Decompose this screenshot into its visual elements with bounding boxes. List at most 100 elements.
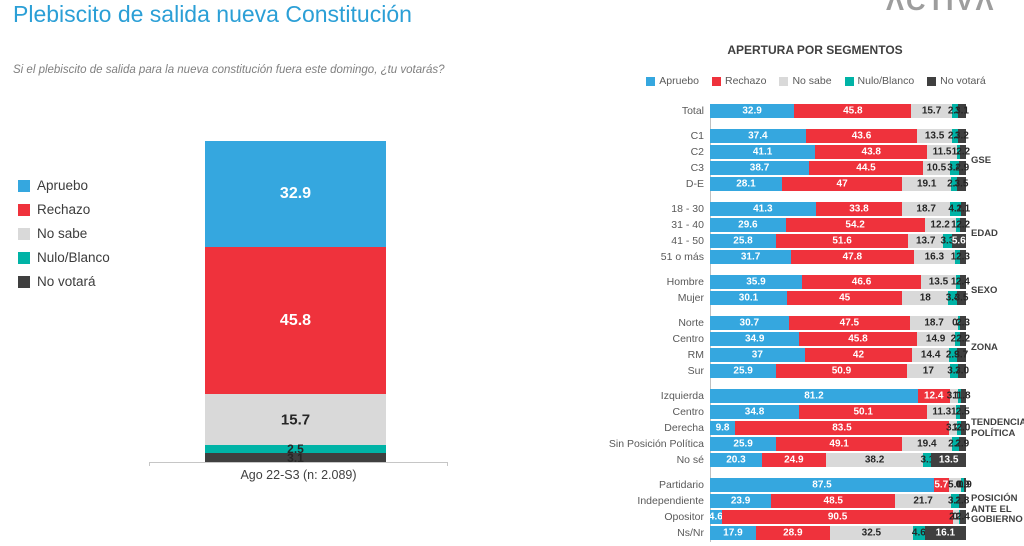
segment-value-label: 47.5 [839,317,860,329]
row-c1: C1 37.4 43.6 13.5 2.3 3.2 [626,129,969,143]
segment-value-label: 3.2 [947,365,962,377]
segment-nulo-blanco: 3.1 [920,453,934,467]
row-label: 41 - 50 [626,235,710,247]
row-partidario: Partidario 87.5 5.7 5.0 0.9 0.9 [626,478,972,492]
segment-nulo-blanco: 0.9 [956,478,969,492]
segment-value-label: 4.6 [708,511,723,523]
segment-no-sabe: 16.3 [913,250,956,264]
row-label-text: D-E [685,178,704,190]
row-label: Partidario [626,479,710,491]
segment-value-label: 1.5 [951,422,966,434]
segment-no-sabe: 18.7 [910,316,959,330]
group-rows: C1 37.4 43.6 13.5 2.3 3.2 C2 41.1 43.8 11.5 1.4 2.2… [626,129,970,193]
group-label-tendencia-politica: TENDENCIA POLÍTICA [971,417,1024,439]
segment-rechazo: 42 [804,348,913,362]
segment-value-label: 34.9 [744,333,765,345]
segment-value-label: 43.6 [851,130,872,142]
segment-no-sabe: 13.7 [908,234,944,248]
legend-item-apruebo: Apruebo [18,178,110,193]
segment-apruebo: 37.4 [710,129,806,143]
segment-value-label: 20.3 [726,454,746,466]
segment-value-label: 48.5 [823,495,843,507]
segment-apruebo: 25.8 [710,234,777,248]
segment-nulo-blanco: 2.7 [948,437,962,451]
segment-value-label: 1.9 [950,251,965,263]
segment-apruebo: 81.2 [710,389,918,403]
segment-value-label: 3.1 [287,450,304,465]
row-label: Sur [626,365,710,377]
row-bars: 25.8 51.6 13.7 3.3 5.6 [710,234,966,248]
segment-value-label: 19.4 [917,438,937,450]
group-total: Total 32.9 45.8 15.7 2.5 3.1 [626,104,1024,120]
segment-apruebo: 34.9 [710,332,800,346]
row-bars: 30.7 47.5 18.7 0.8 2.3 [710,316,970,330]
segment-value-label: 2.8 [955,495,970,507]
segment-value-label: 45.8 [279,311,312,329]
segment-value-label: 38.2 [864,454,885,466]
group-label-sexo: SEXO [971,284,998,296]
segment-apruebo: 20.3 [710,453,762,467]
segment-rechazo: 50.9 [776,364,907,378]
segment-value-label: 38.7 [749,162,770,174]
segment-no-sabe: 17 [906,364,951,378]
segment-value-label: 1.3 [950,406,965,418]
segments-chart-title: APERTURA POR SEGMENTOS [727,43,903,57]
segment-no-sabe: 14.9 [916,332,955,346]
segment-rechazo: 90.5 [721,510,954,524]
segment-no-votara: 3.5 [954,291,969,305]
segment-nulo-blanco: 1.6 [951,275,965,289]
segment-rechazo: 45.8 [799,332,917,346]
segment-nulo-blanco: 0.4 [952,510,966,524]
segment-rechazo: 83.5 [735,421,949,435]
row-bars: 38.7 44.5 10.5 3.4 2.9 [710,161,969,175]
segment-rechazo: 50.1 [799,405,928,419]
segment-apruebo: 31.7 [710,250,792,264]
legend-item-rechazo: Rechazo [18,202,110,217]
segment-value-label: 12.4 [923,390,944,402]
segment-rechazo: 24.9 [761,453,826,467]
segment-value-label: 15.7 [280,411,311,429]
row-label: C3 [626,162,710,174]
legend-label: Rechazo [37,202,91,217]
segment-value-label: 2.9 [955,438,970,450]
segments-chart: Total 32.9 45.8 15.7 2.5 3.1 C1 37.4 43.6 13.5 2.3… [609,104,1024,542]
segment-value-label: 5.0 [948,479,962,491]
segment-no-votara: 2.0 [956,421,970,435]
segment-no-sabe: 21.7 [895,494,951,508]
segment-nulo-blanco: 0.8 [952,316,966,330]
row-c2: C2 41.1 43.8 11.5 1.4 2.2 [626,145,970,159]
segment-nulo-blanco: 2.3 [947,177,961,191]
row-bars: 23.9 48.5 21.7 3.1 2.8 [710,494,970,508]
segment-value-label: 2.4 [955,276,970,288]
segment-value-label: 87.5 [812,479,832,491]
segment-value-label: 1.8 [951,219,965,231]
row-label-text: Opositor [664,511,704,523]
legend-label: No votará [37,274,96,289]
row-41-50: 41 - 50 25.8 51.6 13.7 3.3 5.6 [626,234,966,248]
segment-no-votara: 0.9 [958,478,972,492]
segment-value-label: 14.9 [925,333,946,345]
row-norte: Norte 30.7 47.5 18.7 0.8 2.3 [626,316,970,330]
segment-no-sabe: 13.5 [921,275,956,289]
row-bars: 41.3 33.8 18.7 4.1 2.1 [710,202,970,216]
segment-value-label: 3.5 [954,292,969,304]
row-label-text: C3 [690,162,704,174]
segment-rechazo: 45.8 [794,104,912,118]
row-bars: 20.3 24.9 38.2 3.1 13.5 [710,453,966,467]
segment-rechazo: 44.5 [809,161,923,175]
row-label-text: C1 [690,130,704,142]
row-izquierda: Izquierda 81.2 12.4 3.1 1.5 1.8 [626,389,971,403]
group-rows: 18 - 30 41.3 33.8 18.7 4.1 2.1 31 - 40 29.6 54.2… [626,202,970,266]
segment-value-label: 49.1 [829,438,849,450]
segment-value-label: 54.2 [845,219,865,231]
row-label: Independiente [626,495,710,507]
segment-apruebo: 9.8 [710,421,736,435]
row-label-text: Derecha [664,422,704,434]
page-title: Plebiscito de salida nueva Constitución [13,1,412,27]
group-gse: C1 37.4 43.6 13.5 2.3 3.2 C2 41.1 43.8 11.5 1.4 2.2… [626,129,1024,193]
segment-value-label: 45 [839,292,851,304]
overall-stacked-bar: 32.9 45.8 15.7 2.5 3.1 [205,141,386,465]
segment-value-label: 0.8 [952,317,966,329]
segment-nulo-blanco: 3.3 [940,234,954,248]
segment-value-label: 3.1 [947,495,962,507]
